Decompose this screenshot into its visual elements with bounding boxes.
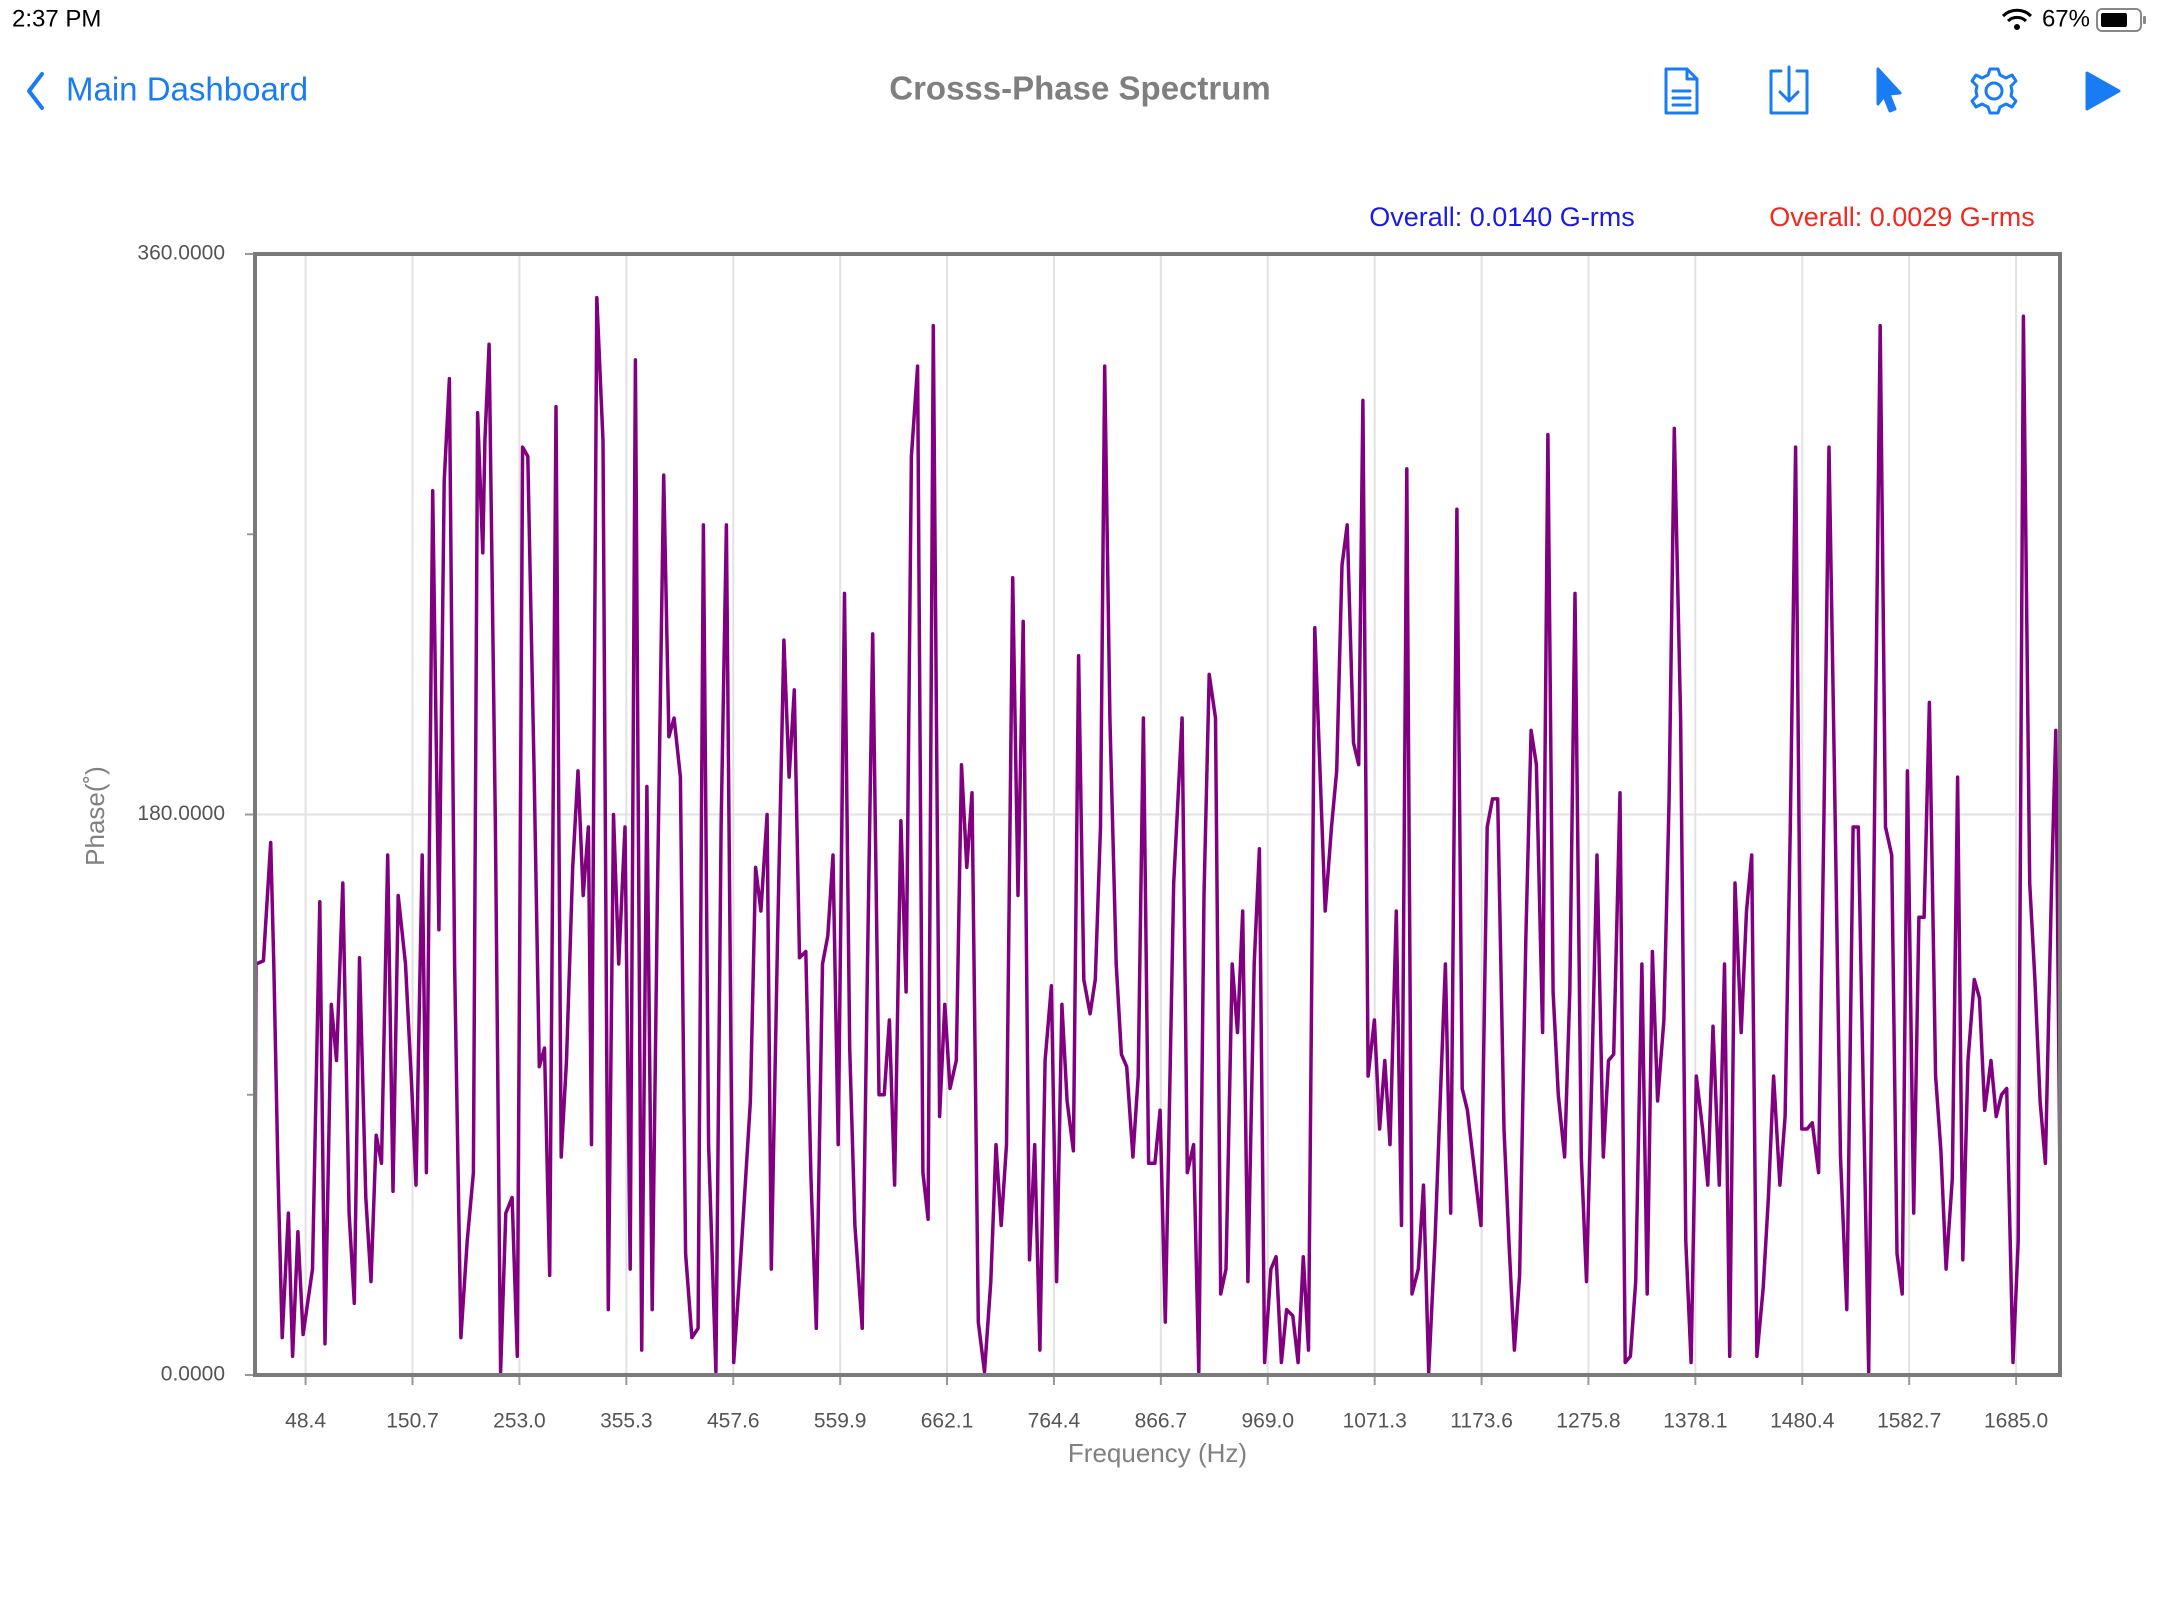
x-tick-label: 1173.6	[1450, 1410, 1513, 1433]
x-tick-label: 355.3	[600, 1410, 653, 1433]
x-tick-label: 559.9	[814, 1410, 867, 1433]
wifi-icon	[2001, 8, 2033, 30]
phase-line	[253, 295, 2062, 1374]
x-tick-label: 253.0	[493, 1410, 546, 1433]
x-tick-label: 764.4	[1028, 1410, 1081, 1433]
y-tick-label: 180.0000	[137, 802, 225, 825]
settings-button[interactable]	[1970, 67, 2018, 115]
overall-label: Overall: 0.0140 G-rms	[1369, 202, 1635, 232]
battery-icon	[2096, 8, 2146, 32]
status-time: 2:37 PM	[12, 5, 101, 32]
chart: 48.4 150.7 253.0 355.3 457.6 559.9 662.1 764.4 8…	[80, 202, 2062, 1468]
x-tick-label: 1685.0	[1984, 1410, 2048, 1433]
overall-label: Overall: 0.0029 G-rms	[1769, 202, 2035, 232]
back-label[interactable]: Main Dashboard	[66, 71, 308, 108]
x-tick-label: 1378.1	[1663, 1410, 1727, 1433]
plot-frame	[253, 252, 2062, 1377]
back-button[interactable]: Main Dashboard	[27, 71, 308, 110]
x-tick-label: 48.4	[285, 1410, 326, 1433]
pointer-button[interactable]	[1876, 67, 1902, 113]
y-tick-label: 360.0000	[137, 242, 225, 265]
x-tick-label: 969.0	[1241, 1410, 1294, 1433]
x-tick-label: 457.6	[707, 1410, 760, 1433]
x-tick-label: 150.7	[386, 1410, 439, 1433]
x-tick-label: 1071.3	[1343, 1410, 1407, 1433]
download-button[interactable]	[1769, 65, 1809, 115]
x-tick-label: 1480.4	[1770, 1410, 1835, 1433]
x-tick-label: 1275.8	[1556, 1410, 1620, 1433]
x-tick-label: 662.1	[921, 1410, 974, 1433]
play-button[interactable]	[2085, 71, 2121, 111]
x-tick-label: 866.7	[1135, 1410, 1188, 1433]
x-tick-label: 1582.7	[1877, 1410, 1941, 1433]
x-axis-title: Frequency (Hz)	[1068, 1438, 1247, 1468]
battery-percent: 67%	[2042, 5, 2090, 32]
report-button[interactable]	[1664, 67, 1699, 115]
y-tick-label: 0.0000	[161, 1363, 225, 1386]
page-title: Crosss-Phase Spectrum	[889, 70, 1270, 107]
y-axis-title: Phase(˚)	[80, 766, 110, 866]
